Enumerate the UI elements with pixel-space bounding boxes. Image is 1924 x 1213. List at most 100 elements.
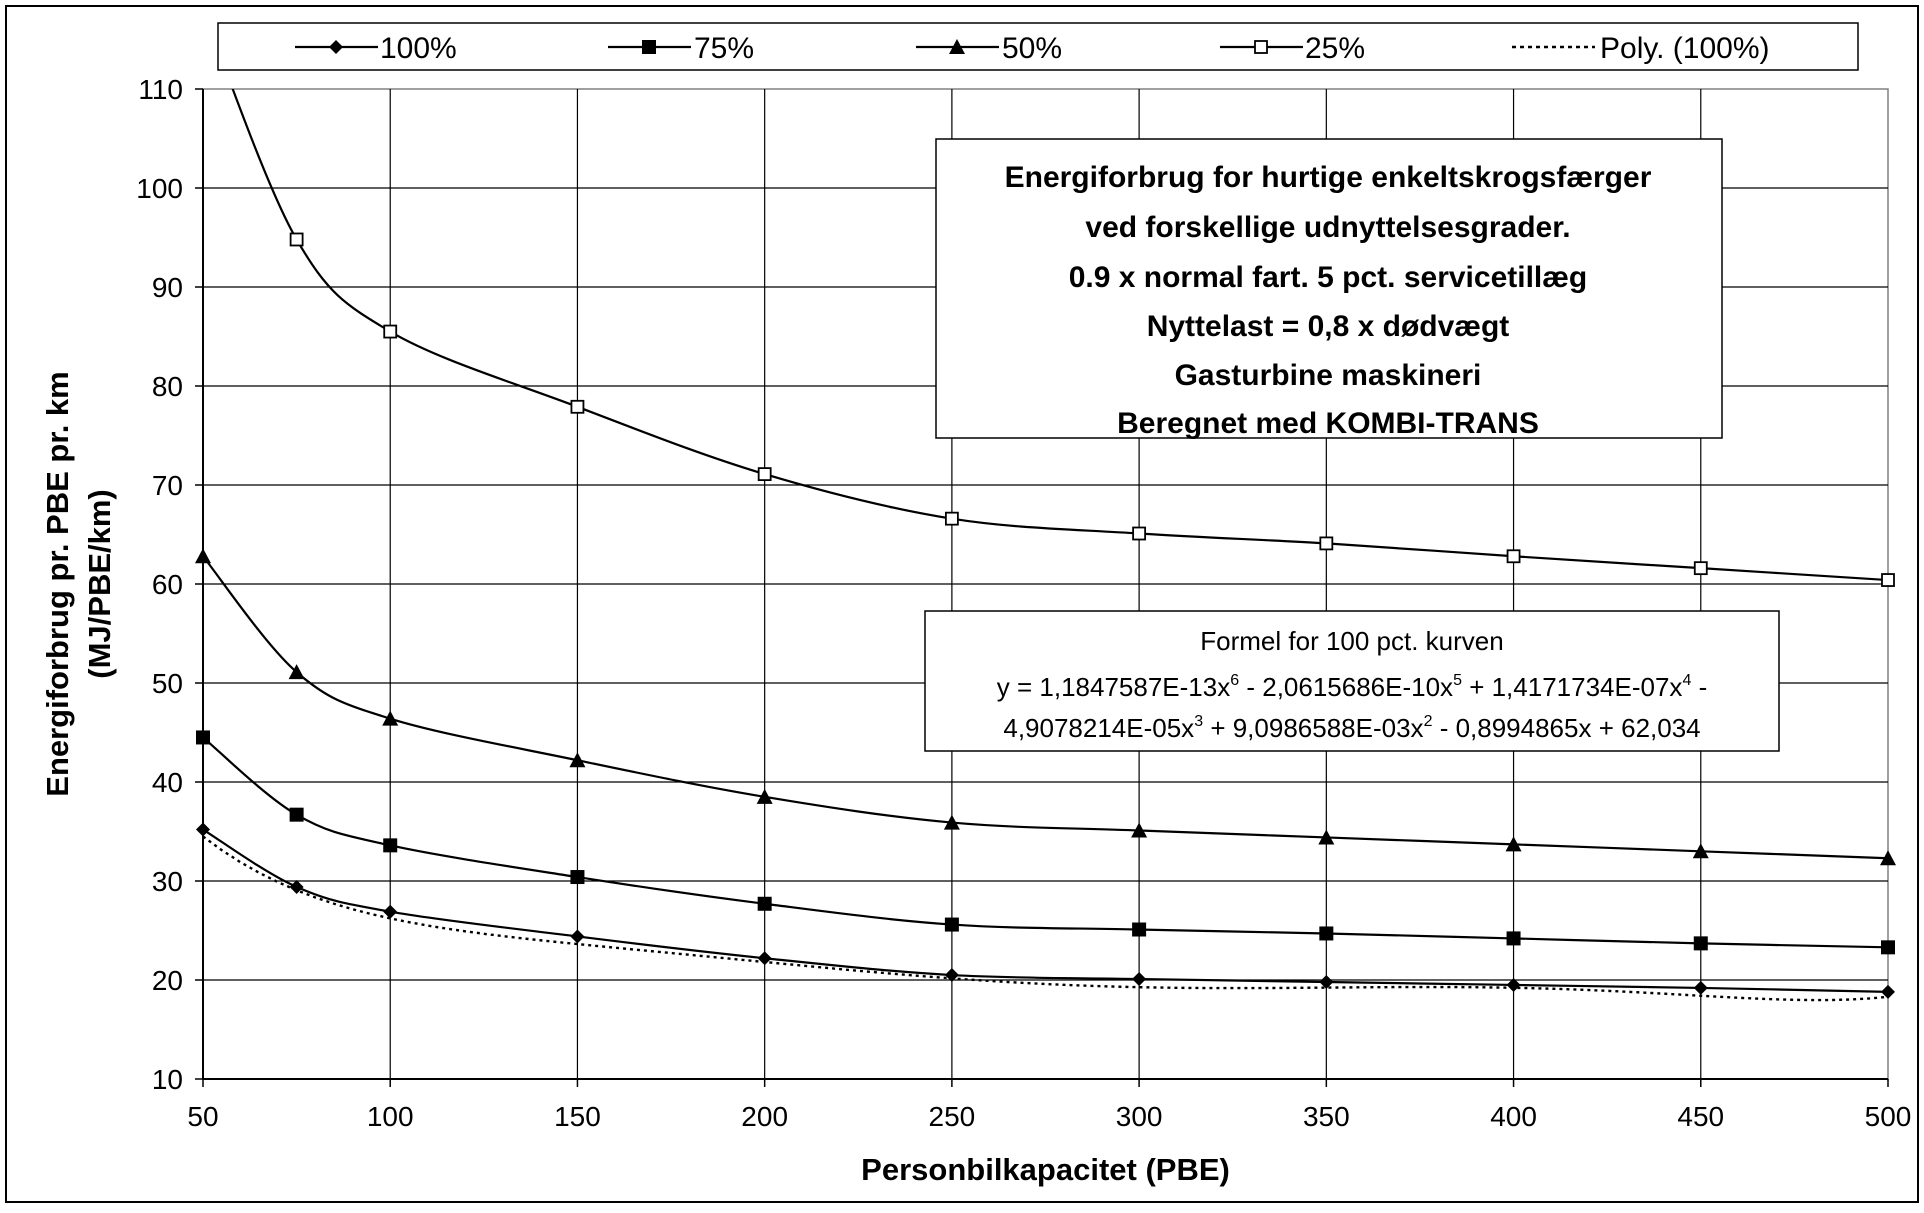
legend: 100% 75% 50% 25% Poly. (100%)	[217, 22, 1859, 71]
x-tick-label: 150	[554, 1101, 601, 1132]
data-point-triangle	[569, 752, 586, 768]
x-tick-label: 100	[367, 1101, 414, 1132]
formula-box-frame	[924, 610, 1780, 752]
formula-line: 4,9078214E-05x3 + 9,0986588E-03x2 - 0,89…	[1003, 713, 1700, 743]
legend-item: Poly. (100%)	[1512, 32, 1770, 65]
legend-marker-triangle	[949, 39, 965, 54]
data-point-open-square	[570, 399, 585, 414]
data-point-diamond	[1132, 972, 1147, 987]
y-tick-label: 60	[152, 569, 183, 600]
legend-label: 50%	[1002, 32, 1062, 65]
data-point-open-square	[1881, 573, 1895, 587]
data-point-diamond	[383, 904, 398, 919]
data-point-triangle	[1692, 843, 1709, 859]
data-point-diamond	[757, 951, 772, 966]
data-point-triangle	[1131, 822, 1148, 838]
x-tick-label: 500	[1865, 1101, 1912, 1132]
y-tick-label: 80	[152, 371, 183, 402]
y-tick-label: 110	[138, 74, 183, 105]
data-point-square	[289, 807, 304, 822]
legend-item: 50%	[916, 32, 1062, 65]
y-axis-title-line: (MJ/PBE/km)	[82, 489, 117, 678]
data-point-square	[570, 870, 585, 885]
data-point-square	[383, 838, 398, 853]
y-tick-label: 100	[136, 173, 183, 204]
formula-box: Formel for 100 pct. kurven y = 1,1847587E…	[924, 610, 1780, 752]
chart-title-line: Nyttelast = 0,8 x dødvægt	[1147, 310, 1510, 343]
legend-label: 25%	[1305, 32, 1365, 65]
formula-heading: Formel for 100 pct. kurven	[1200, 626, 1503, 656]
data-point-triangle	[756, 788, 773, 804]
chart-title-line: ved forskellige udnyttelsesgrader.	[1085, 211, 1570, 244]
data-point-square	[196, 730, 210, 745]
formula-text-segment: - 2,0615686E-10x	[1239, 672, 1453, 702]
formula-text-segment: + 9,0986588E-03x	[1203, 713, 1423, 743]
title-box-frame	[935, 138, 1723, 439]
x-tick-label: 50	[187, 1101, 218, 1132]
formula-text-segment: y = 1,1847587E-13x	[997, 672, 1230, 702]
chart-title-line: Beregnet med KOMBI-TRANS	[1117, 407, 1539, 440]
chart-title-line: Energiforbrug for hurtige enkeltskrogsfæ…	[1005, 161, 1652, 194]
legend-item: 25%	[1220, 32, 1365, 65]
data-point-triangle	[195, 548, 211, 564]
chart-title-box: Energiforbrug for hurtige enkeltskrogsfæ…	[935, 138, 1723, 440]
legend-marker-open-square	[1254, 40, 1268, 54]
formula-exponent: 6	[1230, 672, 1239, 689]
x-tick-label: 400	[1490, 1101, 1537, 1132]
data-point-square	[1881, 940, 1895, 955]
data-point-open-square	[289, 232, 304, 247]
x-axis-title: Personbilkapacitet (PBE)	[861, 1152, 1230, 1187]
data-point-square	[1506, 931, 1521, 946]
series-line-50%	[203, 555, 1888, 860]
data-point-triangle	[382, 710, 399, 726]
x-tick-label: 250	[929, 1101, 976, 1132]
data-point-diamond	[944, 968, 959, 983]
data-point-square	[1319, 926, 1334, 941]
formula-text-segment: -	[1691, 672, 1707, 702]
legend-item: 100%	[295, 32, 457, 65]
chart-title-line: Gasturbine maskineri	[1175, 359, 1482, 392]
data-point-diamond	[1881, 984, 1895, 999]
trendline-poly-100	[203, 835, 1888, 1002]
legend-label: 100%	[380, 32, 457, 65]
axes: 50 100 150 200 250 300 350 400 450 500 10 20 30 40 50 6…	[40, 74, 1911, 1187]
chart-title-line: 0.9 x normal fart. 5 pct. servicetillæg	[1069, 261, 1588, 294]
formula-text-segment: 4,9078214E-05x	[1003, 713, 1194, 743]
formula-exponent: 3	[1194, 713, 1203, 730]
data-point-square	[757, 896, 772, 911]
data-point-open-square	[1319, 536, 1334, 551]
formula-exponent: 5	[1453, 672, 1462, 689]
data-point-open-square	[757, 467, 772, 482]
formula-exponent: 2	[1424, 713, 1433, 730]
data-point-triangle	[1880, 850, 1896, 866]
data-point-diamond	[570, 929, 585, 944]
data-point-triangle	[1318, 829, 1335, 845]
data-point-triangle	[943, 814, 960, 830]
data-point-diamond	[1319, 974, 1334, 989]
y-tick-label: 10	[152, 1064, 183, 1095]
y-tick-label: 40	[152, 767, 183, 798]
data-point-triangle	[1505, 836, 1522, 852]
y-tick-label: 30	[152, 866, 183, 897]
formula-line: y = 1,1847587E-13x6 - 2,0615686E-10x5 + …	[997, 672, 1707, 702]
y-tick-label: 90	[152, 272, 183, 303]
data-point-square	[944, 917, 959, 932]
y-tick-label: 20	[152, 965, 183, 996]
data-point-square	[1693, 936, 1708, 951]
legend-label: Poly. (100%)	[1600, 32, 1770, 65]
data-point-diamond	[1693, 980, 1708, 995]
x-tick-label: 350	[1303, 1101, 1350, 1132]
formula-text-segment: - 0,8994865x + 62,034	[1432, 713, 1700, 743]
data-point-open-square	[383, 324, 398, 339]
data-point-diamond	[196, 822, 210, 837]
data-point-triangle	[288, 664, 305, 680]
formula-exponent: 4	[1682, 672, 1691, 689]
markers-layer	[195, 232, 1896, 999]
data-point-open-square	[1132, 526, 1147, 541]
y-tick-label: 70	[152, 470, 183, 501]
legend-marker-square	[642, 40, 656, 54]
y-axis-title: Energiforbrug pr. PBE pr. km (MJ/PBE/km)	[40, 371, 117, 796]
x-tick-label: 450	[1677, 1101, 1724, 1132]
